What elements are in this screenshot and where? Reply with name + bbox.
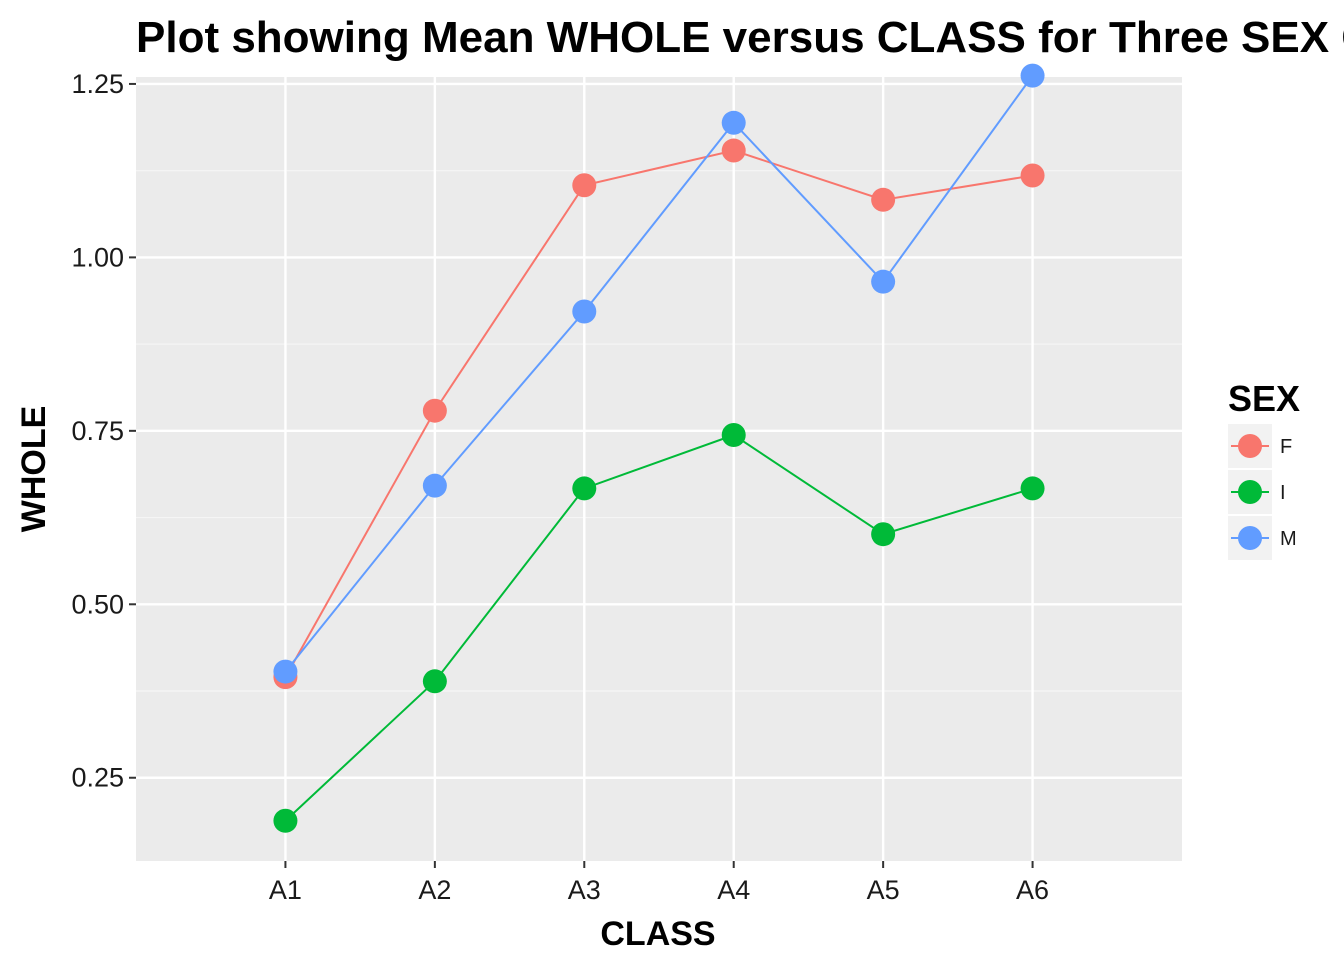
y-tick-label: 0.25 (71, 763, 124, 793)
legend-item-m: M (1228, 516, 1297, 560)
legend: SEX F I M (1228, 378, 1300, 560)
x-tick-label: A4 (717, 875, 750, 905)
data-point-m (871, 269, 896, 294)
data-point-m (273, 659, 298, 684)
series-line-i (284, 433, 1033, 822)
series-lines (284, 75, 1034, 822)
series-line-m (284, 75, 1034, 673)
data-point-f (871, 187, 896, 212)
y-axis-title: WHOLE (15, 406, 53, 533)
data-point-f (572, 173, 597, 198)
x-axis: A1 A2 A3 A4 A5 A6 (269, 861, 1049, 905)
legend-label: M (1280, 528, 1297, 550)
x-tick-label: A2 (418, 875, 451, 905)
legend-key-point (1238, 434, 1262, 458)
legend-label: I (1280, 482, 1286, 504)
data-point-i (422, 669, 447, 694)
data-point-m (572, 299, 597, 324)
data-point-i (871, 522, 896, 547)
minor-gridlines (136, 170, 1182, 692)
legend-item-i: I (1228, 470, 1286, 514)
plot-panel (136, 77, 1182, 861)
chart-title: Plot showing Mean WHOLE versus CLASS for… (136, 13, 1344, 62)
y-tick-label: 0.75 (71, 416, 124, 446)
series-line-f (284, 149, 1033, 678)
x-tick-label: A3 (568, 875, 601, 905)
x-tick-label: A6 (1016, 875, 1049, 905)
legend-title: SEX (1228, 378, 1300, 419)
legend-key-point (1238, 480, 1262, 504)
x-tick-label: A5 (867, 875, 900, 905)
legend-label: F (1280, 436, 1292, 458)
data-point-m (721, 110, 746, 135)
data-point-m (1020, 63, 1045, 88)
series-points (273, 63, 1045, 833)
data-point-f (1020, 163, 1045, 188)
data-point-i (572, 476, 597, 501)
legend-item-f: F (1228, 424, 1292, 468)
y-axis: 0.25 0.50 0.75 1.00 1.25 (71, 69, 136, 793)
y-tick-label: 1.25 (71, 69, 124, 99)
data-point-i (1020, 476, 1045, 501)
data-point-f (721, 138, 746, 163)
data-point-i (721, 423, 746, 448)
data-point-f (422, 398, 447, 423)
data-point-i (273, 808, 298, 833)
y-tick-label: 0.50 (71, 589, 124, 619)
major-gridlines (136, 77, 1182, 861)
data-point-m (422, 473, 447, 498)
y-tick-label: 1.00 (71, 242, 124, 272)
x-axis-title: CLASS (600, 915, 715, 953)
legend-key-point (1238, 526, 1262, 550)
x-tick-label: A1 (269, 875, 302, 905)
